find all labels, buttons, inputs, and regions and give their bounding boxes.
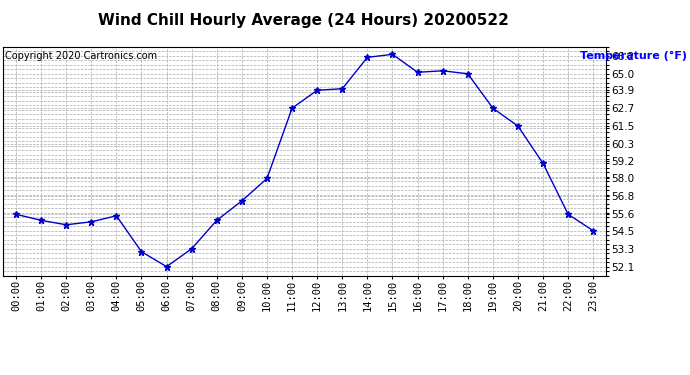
Text: Wind Chill Hourly Average (24 Hours) 20200522: Wind Chill Hourly Average (24 Hours) 202…	[98, 13, 509, 28]
Text: Temperature (°F): Temperature (°F)	[580, 51, 687, 61]
Text: Copyright 2020 Cartronics.com: Copyright 2020 Cartronics.com	[5, 51, 157, 61]
